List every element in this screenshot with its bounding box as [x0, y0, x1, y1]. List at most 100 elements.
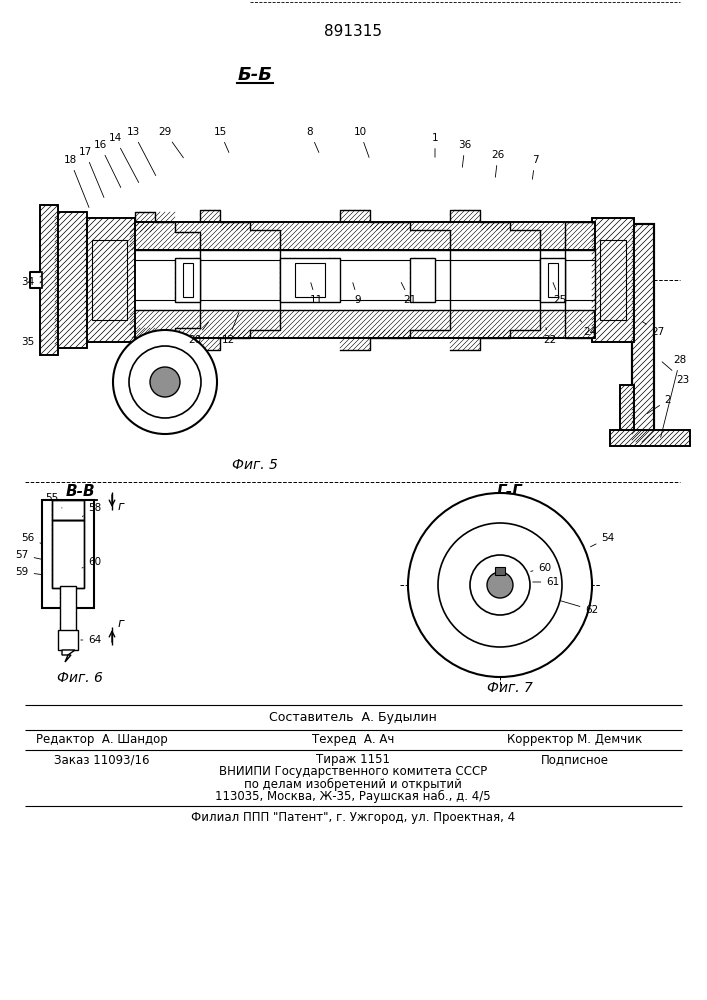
- Circle shape: [470, 555, 530, 615]
- Text: 56: 56: [21, 533, 42, 544]
- Circle shape: [408, 493, 592, 677]
- Text: по делам изобретений и открытий: по делам изобретений и открытий: [244, 777, 462, 791]
- Text: Редактор  А. Шандор: Редактор А. Шандор: [36, 734, 168, 746]
- Bar: [52, 520, 84, 588]
- Text: 1: 1: [432, 133, 438, 157]
- Text: Б-Б: Б-Б: [238, 66, 272, 84]
- Text: 22: 22: [544, 328, 556, 345]
- Bar: [52, 520, 84, 588]
- Text: 9: 9: [353, 283, 361, 305]
- Text: 18: 18: [64, 155, 89, 207]
- Circle shape: [150, 367, 180, 397]
- Text: Фиг. 6: Фиг. 6: [57, 671, 103, 685]
- Bar: [55, 212, 87, 348]
- Text: 12: 12: [221, 313, 239, 345]
- Text: 21: 21: [402, 282, 416, 305]
- Text: Корректор М. Демчик: Корректор М. Демчик: [508, 734, 643, 746]
- Polygon shape: [65, 655, 71, 662]
- Text: Заказ 11093/16: Заказ 11093/16: [54, 754, 150, 766]
- Text: 55: 55: [45, 493, 62, 508]
- Text: 7: 7: [532, 155, 538, 179]
- Text: 28: 28: [660, 355, 686, 437]
- Text: 11: 11: [310, 283, 322, 305]
- Bar: [548, 263, 558, 297]
- Text: Фиг. 7: Фиг. 7: [487, 681, 533, 695]
- Text: 34: 34: [21, 277, 42, 287]
- Bar: [632, 224, 654, 442]
- Text: г: г: [118, 500, 124, 513]
- Text: 61: 61: [533, 577, 560, 587]
- Text: 2: 2: [648, 395, 672, 413]
- Bar: [600, 240, 626, 320]
- Text: 25: 25: [553, 283, 566, 305]
- Text: Подписное: Подписное: [541, 754, 609, 766]
- Bar: [175, 258, 200, 302]
- Text: 17: 17: [78, 147, 104, 197]
- Bar: [42, 500, 94, 608]
- Text: 23: 23: [662, 362, 689, 385]
- Bar: [410, 258, 435, 302]
- Bar: [60, 586, 76, 632]
- Text: 113035, Москва, Ж-35, Раушская наб., д. 4/5: 113035, Москва, Ж-35, Раушская наб., д. …: [215, 789, 491, 803]
- Circle shape: [438, 523, 562, 647]
- Bar: [620, 385, 634, 430]
- Bar: [130, 310, 595, 338]
- Bar: [280, 258, 340, 302]
- Bar: [40, 205, 58, 355]
- Text: Техред  А. Ач: Техред А. Ач: [312, 734, 395, 746]
- Text: Филиал ППП "Патент", г. Ужгород, ул. Проектная, 4: Филиал ППП "Патент", г. Ужгород, ул. Про…: [191, 812, 515, 824]
- Text: 54: 54: [590, 533, 614, 547]
- Bar: [620, 385, 634, 430]
- Text: 64: 64: [81, 635, 102, 645]
- Text: Тираж 1151: Тираж 1151: [316, 754, 390, 766]
- Text: 60: 60: [531, 563, 551, 573]
- Text: 891315: 891315: [324, 24, 382, 39]
- Text: 14: 14: [108, 133, 139, 183]
- Bar: [610, 430, 690, 446]
- Bar: [295, 263, 325, 297]
- Text: 29: 29: [158, 127, 183, 158]
- Bar: [183, 263, 193, 297]
- Text: 10: 10: [354, 127, 369, 157]
- Bar: [85, 218, 135, 342]
- Text: Составитель  А. Будылин: Составитель А. Будылин: [269, 712, 437, 724]
- Text: В-В: В-В: [65, 485, 95, 499]
- Text: 36: 36: [458, 140, 472, 167]
- Bar: [55, 212, 87, 348]
- Text: 15: 15: [214, 127, 229, 152]
- Text: 13: 13: [127, 127, 156, 176]
- Text: 58: 58: [82, 503, 102, 516]
- Polygon shape: [62, 650, 75, 655]
- Bar: [92, 240, 127, 320]
- Text: Г-Г: Г-Г: [497, 485, 523, 499]
- Text: 26: 26: [491, 150, 505, 177]
- Text: 62: 62: [561, 601, 599, 615]
- Text: ВНИИПИ Государственного комитета СССР: ВНИИПИ Государственного комитета СССР: [219, 766, 487, 778]
- Text: 60: 60: [82, 557, 102, 568]
- Text: г: г: [118, 617, 124, 630]
- Text: 57: 57: [16, 550, 42, 560]
- Bar: [610, 430, 690, 446]
- Bar: [85, 218, 135, 342]
- Bar: [40, 205, 58, 355]
- Bar: [592, 218, 634, 342]
- Bar: [52, 500, 84, 520]
- Bar: [130, 310, 595, 338]
- Circle shape: [487, 572, 513, 598]
- Bar: [58, 630, 78, 650]
- Text: 59: 59: [16, 567, 42, 577]
- Bar: [540, 258, 565, 302]
- Bar: [130, 222, 595, 250]
- Text: 35: 35: [21, 337, 42, 347]
- Text: 27: 27: [643, 322, 665, 337]
- Circle shape: [113, 330, 217, 434]
- Bar: [30, 272, 42, 288]
- Bar: [52, 500, 84, 520]
- Bar: [130, 250, 595, 310]
- Bar: [592, 218, 634, 342]
- Bar: [632, 224, 654, 442]
- Bar: [130, 222, 595, 250]
- Text: 24: 24: [580, 320, 597, 337]
- Text: 16: 16: [93, 140, 121, 188]
- Bar: [495, 567, 505, 575]
